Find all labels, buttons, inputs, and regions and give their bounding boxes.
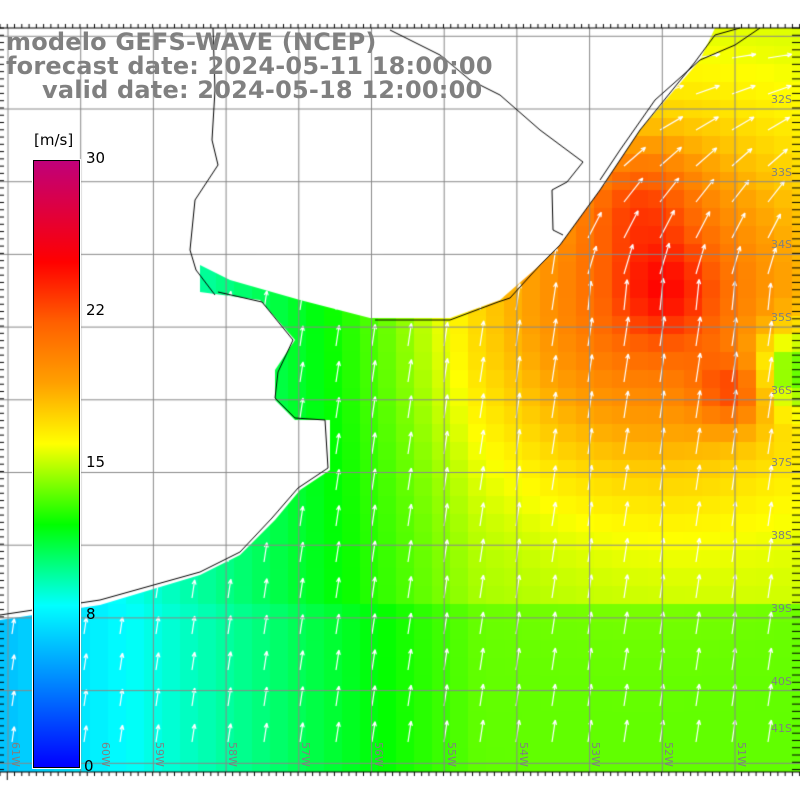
- lat-label: 40S: [771, 675, 792, 688]
- lon-label: 60W: [99, 742, 112, 767]
- colorbar-label: 30: [86, 149, 106, 167]
- lon-label: 53W: [589, 742, 602, 767]
- lat-label: 34S: [771, 238, 792, 251]
- lon-label: 51W: [735, 742, 748, 767]
- model-title: modelo GEFS-WAVE (NCEP): [6, 28, 377, 56]
- colorbar-unit: [m/s]: [34, 131, 74, 149]
- lon-label: 52W: [662, 742, 675, 767]
- colorbar-label: 22: [86, 301, 106, 319]
- colorbar-label: 8: [86, 605, 96, 623]
- lon-label: 58W: [226, 742, 239, 767]
- lon-label: 55W: [445, 742, 458, 767]
- lon-label: 54W: [517, 742, 530, 767]
- lat-label: 33S: [771, 166, 792, 179]
- lat-label: 39S: [771, 602, 792, 615]
- lat-label: 37S: [771, 456, 792, 469]
- lon-label: 56W: [372, 742, 385, 767]
- lat-label: 41S: [771, 722, 792, 735]
- lon-label: 57W: [299, 742, 312, 767]
- colorbar: [33, 160, 80, 768]
- lat-label: 32S: [771, 93, 792, 106]
- valid-date: valid date: 2024-05-18 12:00:00: [42, 76, 483, 104]
- forecast-date: forecast date: 2024-05-11 18:00:00: [6, 52, 493, 80]
- colorbar-label: 0: [84, 757, 94, 775]
- lat-label: 36S: [771, 384, 792, 397]
- colorbar-label: 15: [86, 453, 106, 471]
- lon-label: 59W: [153, 742, 166, 767]
- lat-label: 35S: [771, 311, 792, 324]
- lon-label: 61W: [9, 742, 22, 767]
- lat-label: 38S: [771, 529, 792, 542]
